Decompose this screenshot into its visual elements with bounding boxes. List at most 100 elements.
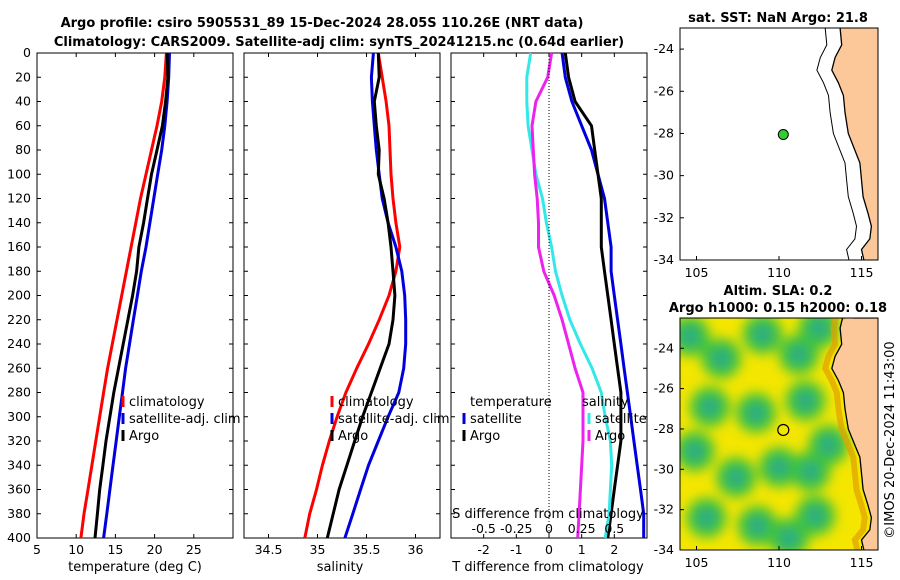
depth-tick-label: 160 bbox=[7, 239, 31, 254]
depth-tick-label: 80 bbox=[15, 142, 31, 157]
sla-ytick-label: -30 bbox=[654, 461, 674, 476]
map-layer bbox=[679, 27, 879, 551]
s-difference-tick-label: -0.25 bbox=[500, 521, 532, 536]
salinity-legend-label: satellite-adj. clim bbox=[338, 412, 450, 427]
sla-shelf-band bbox=[821, 318, 868, 550]
salinity-legend-label: Argo bbox=[338, 429, 368, 444]
title-line-2: Climatology: CARS2009. Satellite-adj cli… bbox=[54, 35, 624, 50]
difference-series-s-satellite bbox=[525, 52, 614, 539]
sla-ytick-label: -28 bbox=[654, 421, 674, 436]
temperature-legend-label: satellite-adj. clim bbox=[129, 412, 241, 427]
sst-map-title: sat. SST: NaN Argo: 21.8 bbox=[688, 11, 868, 26]
salinity-series-satellite-adj-clim bbox=[343, 52, 408, 539]
s-difference-tick-label: 0.5 bbox=[604, 521, 624, 536]
imos-watermark: ©IMOS 20-Dec-2024 11:43:00 bbox=[883, 341, 898, 538]
depth-tick-label: 20 bbox=[15, 69, 31, 84]
depth-tick-label: 400 bbox=[7, 530, 31, 545]
salinity-legend-label: climatology bbox=[338, 395, 414, 410]
sst-map-body bbox=[680, 28, 878, 260]
salinity-frame bbox=[243, 52, 441, 539]
sla-anomaly-core bbox=[796, 391, 815, 410]
sla-map-body bbox=[821, 318, 878, 550]
salinity-xlabel: salinity bbox=[317, 560, 364, 575]
depth-tick-label: 200 bbox=[7, 288, 31, 303]
sst-xtick-label: 105 bbox=[685, 265, 709, 280]
sla-anomaly-core bbox=[789, 345, 808, 364]
depth-tick-label: 220 bbox=[7, 312, 31, 327]
difference-xtick-label: 1 bbox=[578, 542, 586, 557]
sla-anomaly-core bbox=[685, 442, 704, 461]
t-difference-legend-label: satellite bbox=[470, 412, 522, 427]
t-difference-legend-label: Argo bbox=[470, 429, 500, 444]
s-difference-xlabel: S difference from climatology bbox=[452, 507, 644, 522]
s-difference-legend-label: satellite bbox=[595, 412, 647, 427]
temperature-xtick-label: 5 bbox=[33, 542, 41, 557]
sla-map-title-1: Altim. SLA: 0.2 bbox=[724, 284, 833, 299]
salinity-xtick-label: 34.5 bbox=[255, 542, 283, 557]
difference-series-t-satellite bbox=[560, 52, 646, 538]
sst-xtick-label: 115 bbox=[850, 265, 874, 280]
difference-xtick-label: 2 bbox=[610, 542, 618, 557]
sla-anomaly-core bbox=[770, 458, 788, 477]
depth-tick-label: 320 bbox=[7, 433, 31, 448]
depth-tick-label: 100 bbox=[7, 166, 31, 181]
sla-ytick-label: -32 bbox=[654, 502, 674, 517]
sst-argo-marker bbox=[777, 129, 789, 141]
temperature-xlabel: temperature (deg C) bbox=[68, 560, 202, 575]
sst-ytick-label: -34 bbox=[654, 252, 674, 267]
sla-anomaly-core bbox=[697, 508, 716, 527]
sla-anomaly-core bbox=[712, 349, 731, 368]
sla-anomaly-core bbox=[801, 462, 820, 481]
sla-xtick-label: 110 bbox=[767, 555, 791, 570]
sst-xtick-label: 110 bbox=[767, 265, 791, 280]
sla-anomaly-core bbox=[746, 403, 765, 422]
panel-frames bbox=[36, 52, 648, 539]
depth-tick-label: 240 bbox=[7, 336, 31, 351]
t-legend-heading: temperature bbox=[470, 395, 552, 410]
sst-contour bbox=[816, 28, 858, 260]
sla-anomaly-core bbox=[727, 468, 746, 487]
s-difference-legend-label: Argo bbox=[595, 429, 625, 444]
salinity-series-argo bbox=[325, 52, 397, 539]
sla-anomaly-core bbox=[819, 436, 838, 455]
sla-land bbox=[831, 318, 878, 550]
temperature-frame bbox=[36, 52, 234, 539]
t-difference-xlabel: T difference from climatology bbox=[451, 560, 644, 575]
sst-land bbox=[831, 28, 878, 260]
depth-tick-label: 300 bbox=[7, 409, 31, 424]
difference-xtick-label: -1 bbox=[510, 542, 522, 557]
depth-tick-label: 60 bbox=[15, 118, 31, 133]
salinity-xtick-label: 35 bbox=[310, 542, 326, 557]
plot-layer bbox=[79, 52, 646, 539]
depth-tick-label: 180 bbox=[7, 263, 31, 278]
sla-ytick-label: -24 bbox=[654, 340, 674, 355]
sla-xtick-label: 105 bbox=[685, 555, 709, 570]
title-line-1: Argo profile: csiro 5905531_89 15-Dec-20… bbox=[61, 16, 584, 31]
depth-tick-label: 260 bbox=[7, 360, 31, 375]
temperature-legend-label: Argo bbox=[129, 429, 159, 444]
sla-ytick-label: -34 bbox=[654, 542, 674, 557]
temperature-xtick-label: 15 bbox=[107, 542, 123, 557]
sla-anomaly-core bbox=[779, 528, 798, 547]
difference-series-s-argo bbox=[530, 52, 585, 539]
sla-argo-marker bbox=[777, 423, 790, 437]
salinity-xtick-label: 36 bbox=[408, 542, 424, 557]
sst-ytick-label: -26 bbox=[654, 83, 674, 98]
sla-anomaly-core bbox=[753, 325, 772, 344]
sla-ytick-label: -26 bbox=[654, 381, 674, 396]
depth-tick-label: 0 bbox=[23, 45, 31, 60]
temperature-series-satellite-adj-clim bbox=[102, 52, 171, 539]
depth-tick-label: 120 bbox=[7, 191, 31, 206]
temperature-xtick-label: 20 bbox=[147, 542, 163, 557]
s-difference-tick-label: -0.5 bbox=[471, 521, 495, 536]
depth-tick-label: 360 bbox=[7, 482, 31, 497]
temperature-xtick-label: 25 bbox=[186, 542, 202, 557]
sst-ytick-label: -28 bbox=[654, 125, 674, 140]
temperature-xtick-label: 10 bbox=[68, 542, 84, 557]
depth-tick-label: 40 bbox=[15, 94, 31, 109]
temperature-series-argo bbox=[93, 52, 170, 539]
depth-tick-label: 140 bbox=[7, 215, 31, 230]
sst-ytick-label: -24 bbox=[654, 41, 674, 56]
